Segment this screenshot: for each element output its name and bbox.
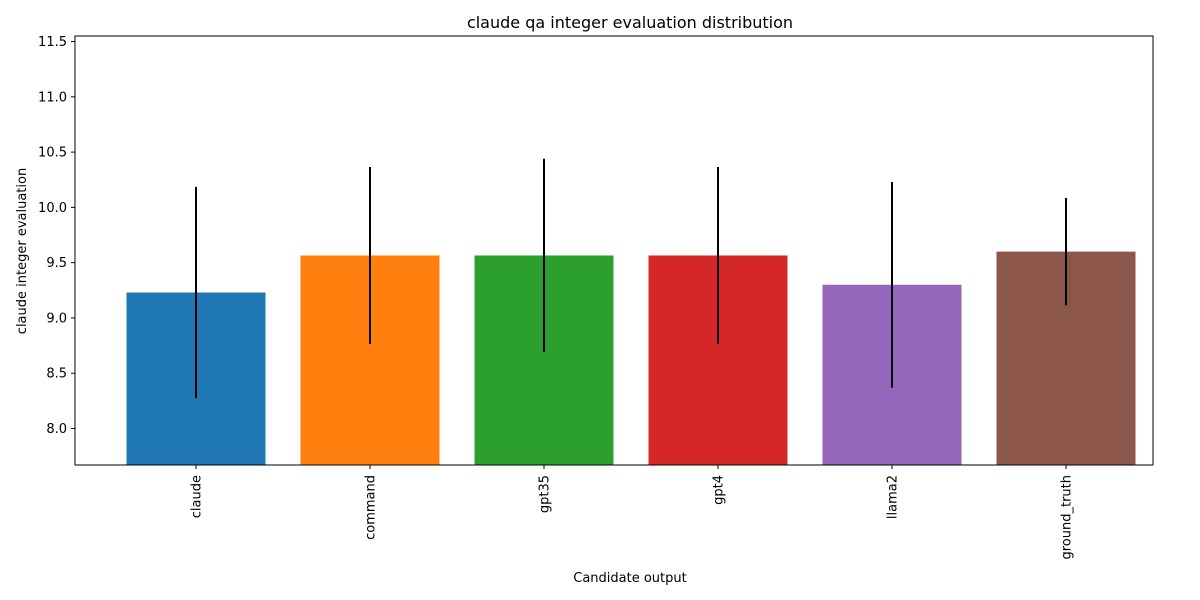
- x-tick-label-claude: claude: [190, 475, 205, 518]
- y-tick-label: 8.5: [46, 367, 67, 382]
- y-tick-label: 11.0: [38, 90, 67, 105]
- y-tick-label: 9.0: [46, 311, 67, 326]
- axes-frame: [74, 35, 1154, 466]
- x-tick-label-command: command: [364, 475, 379, 540]
- y-tick-label: 9.5: [46, 256, 67, 271]
- x-tick-label-gpt35: gpt35: [538, 475, 553, 513]
- x-axis-label: Candidate output: [573, 571, 686, 586]
- chart-title: claude qa integer evaluation distributio…: [467, 13, 793, 32]
- y-tick-label: 8.0: [46, 422, 67, 437]
- plot-area: 8.0 8.5 9.0 9.5 10.0 10.5 11.0 11.5 claude comman…: [38, 35, 1154, 560]
- y-tick-label: 10.0: [38, 201, 67, 216]
- y-tick-label: 11.5: [38, 35, 67, 50]
- y-axis-label: claude integer evaluation: [15, 168, 30, 334]
- x-tick-label-llama2: llama2: [886, 475, 901, 519]
- x-tick-label-gpt4: gpt4: [712, 475, 727, 505]
- x-tick-label-ground_truth: ground_truth: [1060, 475, 1075, 560]
- y-tick-label: 10.5: [38, 146, 67, 161]
